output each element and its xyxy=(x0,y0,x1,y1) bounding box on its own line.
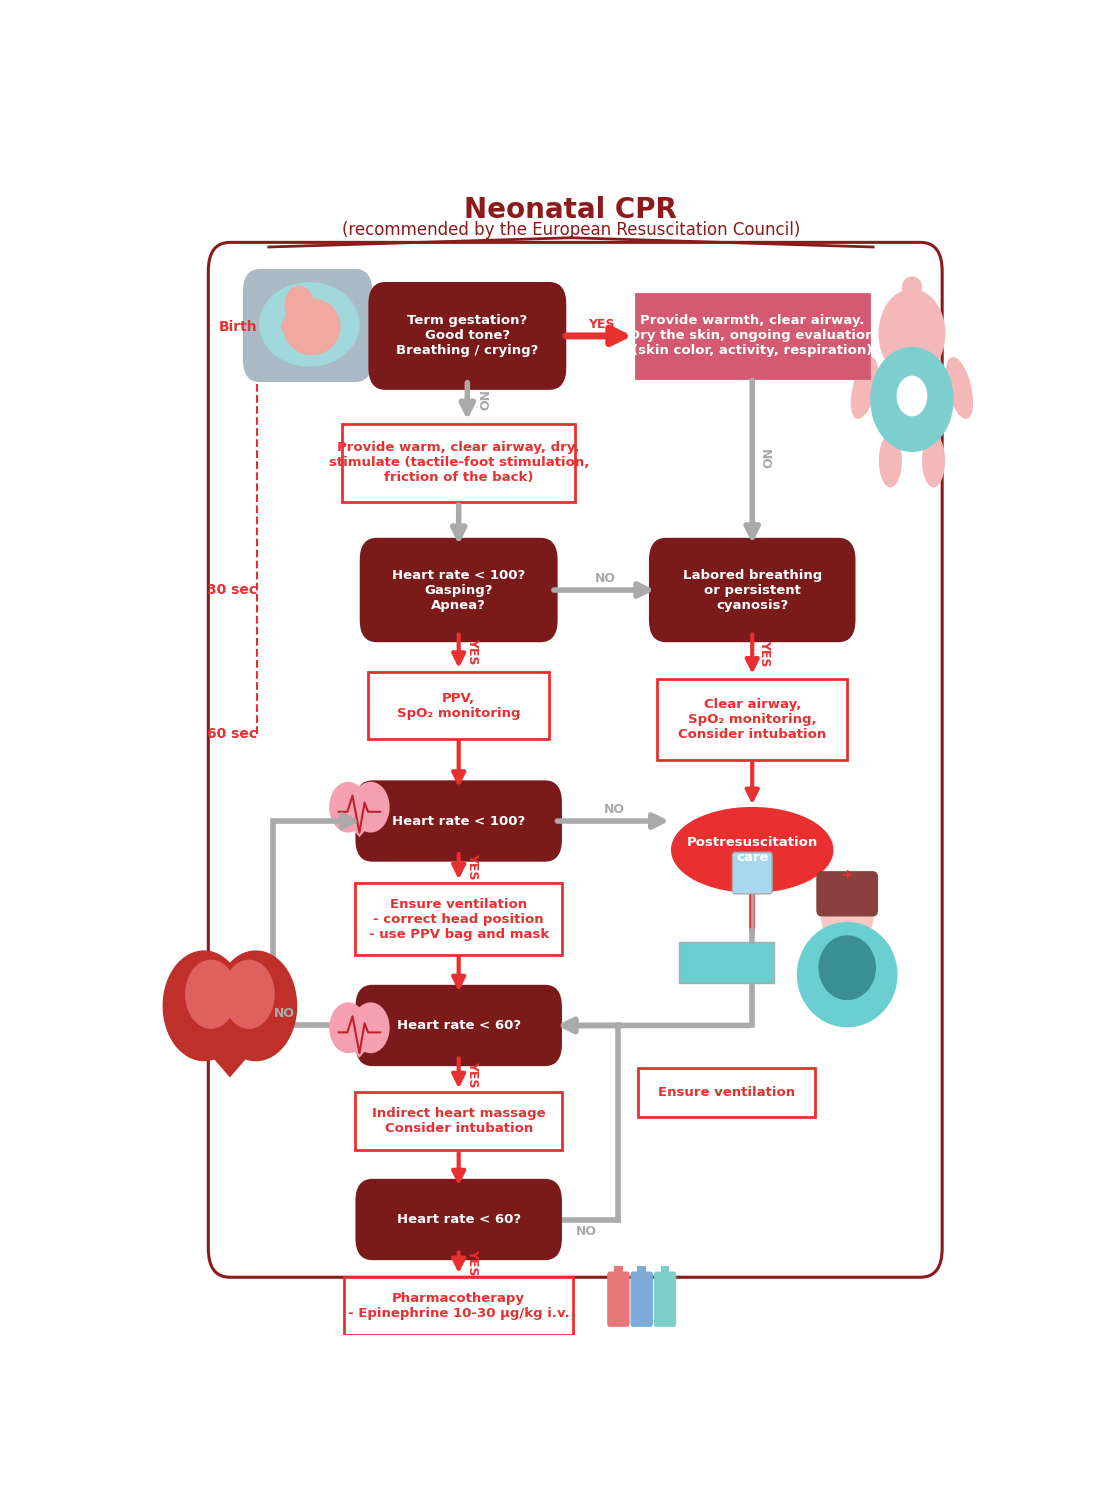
Text: Postresuscitation
care: Postresuscitation care xyxy=(686,836,818,864)
Text: NO: NO xyxy=(576,1224,597,1238)
FancyBboxPatch shape xyxy=(243,268,372,382)
Text: PPV,
SpO₂ monitoring: PPV, SpO₂ monitoring xyxy=(397,692,520,720)
Polygon shape xyxy=(333,1028,385,1057)
Ellipse shape xyxy=(673,808,832,891)
Text: NO: NO xyxy=(604,802,625,816)
FancyBboxPatch shape xyxy=(637,1266,646,1275)
Text: 30 sec: 30 sec xyxy=(207,584,257,597)
Text: Heart rate < 100?
Gasping?
Apnea?: Heart rate < 100? Gasping? Apnea? xyxy=(392,568,526,612)
Text: NO: NO xyxy=(274,1008,295,1020)
Text: Heart rate < 60?: Heart rate < 60? xyxy=(397,1019,520,1032)
Ellipse shape xyxy=(284,298,340,354)
Ellipse shape xyxy=(880,435,901,486)
Text: Heart rate < 100?: Heart rate < 100? xyxy=(392,815,526,828)
Polygon shape xyxy=(333,807,385,837)
Text: YES: YES xyxy=(466,1060,479,1088)
Text: Ensure ventilation
- correct head position
- use PPV bag and mask: Ensure ventilation - correct head positi… xyxy=(369,897,549,940)
Circle shape xyxy=(352,1002,390,1053)
Circle shape xyxy=(879,290,945,378)
Text: Labored breathing
or persistent
cyanosis?: Labored breathing or persistent cyanosis… xyxy=(683,568,822,612)
Ellipse shape xyxy=(282,314,299,332)
FancyBboxPatch shape xyxy=(355,884,563,956)
Circle shape xyxy=(163,951,245,1062)
FancyBboxPatch shape xyxy=(678,942,774,982)
Circle shape xyxy=(285,286,313,322)
Text: Provide warm, clear airway, dry,
stimulate (tactile-foot stimulation,
friction o: Provide warm, clear airway, dry, stimula… xyxy=(329,441,589,485)
Ellipse shape xyxy=(851,357,878,419)
FancyBboxPatch shape xyxy=(356,1180,560,1258)
FancyBboxPatch shape xyxy=(638,1068,814,1116)
Circle shape xyxy=(330,782,368,832)
FancyBboxPatch shape xyxy=(614,1266,623,1275)
Ellipse shape xyxy=(922,435,945,486)
FancyBboxPatch shape xyxy=(654,1272,676,1328)
Circle shape xyxy=(330,1002,368,1053)
Text: YES: YES xyxy=(466,638,479,664)
Text: Provide warmth, clear airway.
Dry the skin, ongoing evaluation
(skin color, acti: Provide warmth, clear airway. Dry the sk… xyxy=(629,315,874,357)
Text: NO: NO xyxy=(758,448,771,470)
Text: NO: NO xyxy=(595,572,616,585)
Circle shape xyxy=(352,782,390,832)
Text: NO: NO xyxy=(475,392,488,412)
Text: Term gestation?
Good tone?
Breathing / crying?: Term gestation? Good tone? Breathing / c… xyxy=(397,315,538,357)
Text: (recommended by the European Resuscitation Council): (recommended by the European Resuscitati… xyxy=(342,220,800,238)
Ellipse shape xyxy=(947,357,973,419)
Text: YES: YES xyxy=(758,640,771,668)
FancyBboxPatch shape xyxy=(651,538,854,640)
Ellipse shape xyxy=(798,922,897,1026)
Circle shape xyxy=(897,376,927,416)
FancyBboxPatch shape xyxy=(344,1278,573,1335)
FancyBboxPatch shape xyxy=(370,284,565,388)
FancyBboxPatch shape xyxy=(355,1092,563,1150)
Text: +: + xyxy=(841,868,853,882)
Text: Indirect heart massage
Consider intubation: Indirect heart massage Consider intubati… xyxy=(372,1107,546,1136)
FancyBboxPatch shape xyxy=(636,294,869,378)
Text: YES: YES xyxy=(466,1250,479,1275)
Circle shape xyxy=(821,879,873,948)
Text: YES: YES xyxy=(588,318,615,332)
Text: Pharmacotherapy
- Epinephrine 10-30 μg/kg i.v.: Pharmacotherapy - Epinephrine 10-30 μg/k… xyxy=(348,1292,569,1320)
Ellipse shape xyxy=(260,284,359,366)
FancyBboxPatch shape xyxy=(342,423,575,502)
Text: 60 sec: 60 sec xyxy=(207,728,257,741)
Text: Neonatal CPR: Neonatal CPR xyxy=(465,196,677,223)
Text: Heart rate < 60?: Heart rate < 60? xyxy=(397,1214,520,1225)
Text: YES: YES xyxy=(466,853,479,879)
Circle shape xyxy=(185,960,237,1029)
Polygon shape xyxy=(168,1007,292,1077)
FancyBboxPatch shape xyxy=(607,1272,629,1328)
FancyBboxPatch shape xyxy=(356,782,560,861)
FancyBboxPatch shape xyxy=(661,1266,670,1275)
FancyBboxPatch shape xyxy=(361,538,556,640)
Ellipse shape xyxy=(902,278,921,298)
Circle shape xyxy=(223,960,275,1029)
FancyBboxPatch shape xyxy=(657,680,848,760)
Text: Birth: Birth xyxy=(219,320,257,333)
FancyBboxPatch shape xyxy=(368,672,549,740)
FancyBboxPatch shape xyxy=(631,1272,653,1328)
FancyBboxPatch shape xyxy=(732,852,772,894)
Text: Clear airway,
SpO₂ monitoring,
Consider intubation: Clear airway, SpO₂ monitoring, Consider … xyxy=(678,698,827,741)
FancyBboxPatch shape xyxy=(356,986,560,1065)
Circle shape xyxy=(214,951,297,1062)
Text: Ensure ventilation: Ensure ventilation xyxy=(657,1086,795,1100)
Ellipse shape xyxy=(871,348,952,452)
FancyBboxPatch shape xyxy=(817,871,878,915)
Ellipse shape xyxy=(819,936,876,999)
